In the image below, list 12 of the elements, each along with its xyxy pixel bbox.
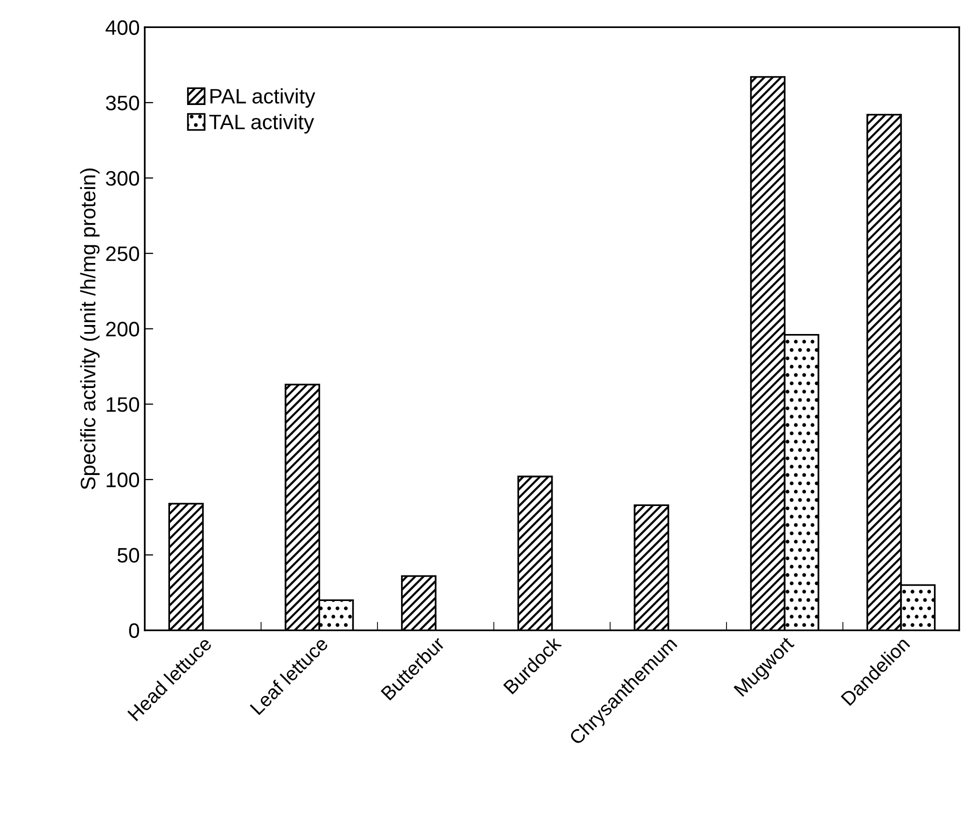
y-tick-label: 300 bbox=[106, 170, 140, 186]
y-tick-label: 100 bbox=[106, 472, 140, 488]
y-tick-label: 250 bbox=[106, 246, 140, 262]
y-tick-label: 400 bbox=[106, 20, 140, 35]
legend-label: TAL activity bbox=[209, 114, 314, 134]
y-tick-label: 50 bbox=[118, 548, 140, 563]
y-tick-label: 150 bbox=[106, 397, 140, 412]
legend-label: PAL activity bbox=[210, 88, 316, 108]
y-tick-label: 350 bbox=[106, 96, 140, 110]
y-tick-label: 0 bbox=[129, 623, 140, 638]
y-axis-title: Specific activity (unit /h/mg protein) bbox=[80, 168, 100, 490]
y-tick-label: 200 bbox=[106, 322, 140, 337]
